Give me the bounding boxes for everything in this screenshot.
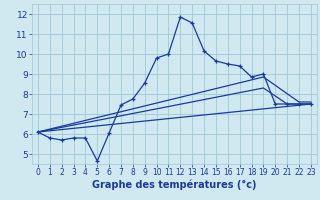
X-axis label: Graphe des températures (°c): Graphe des températures (°c) bbox=[92, 180, 257, 190]
